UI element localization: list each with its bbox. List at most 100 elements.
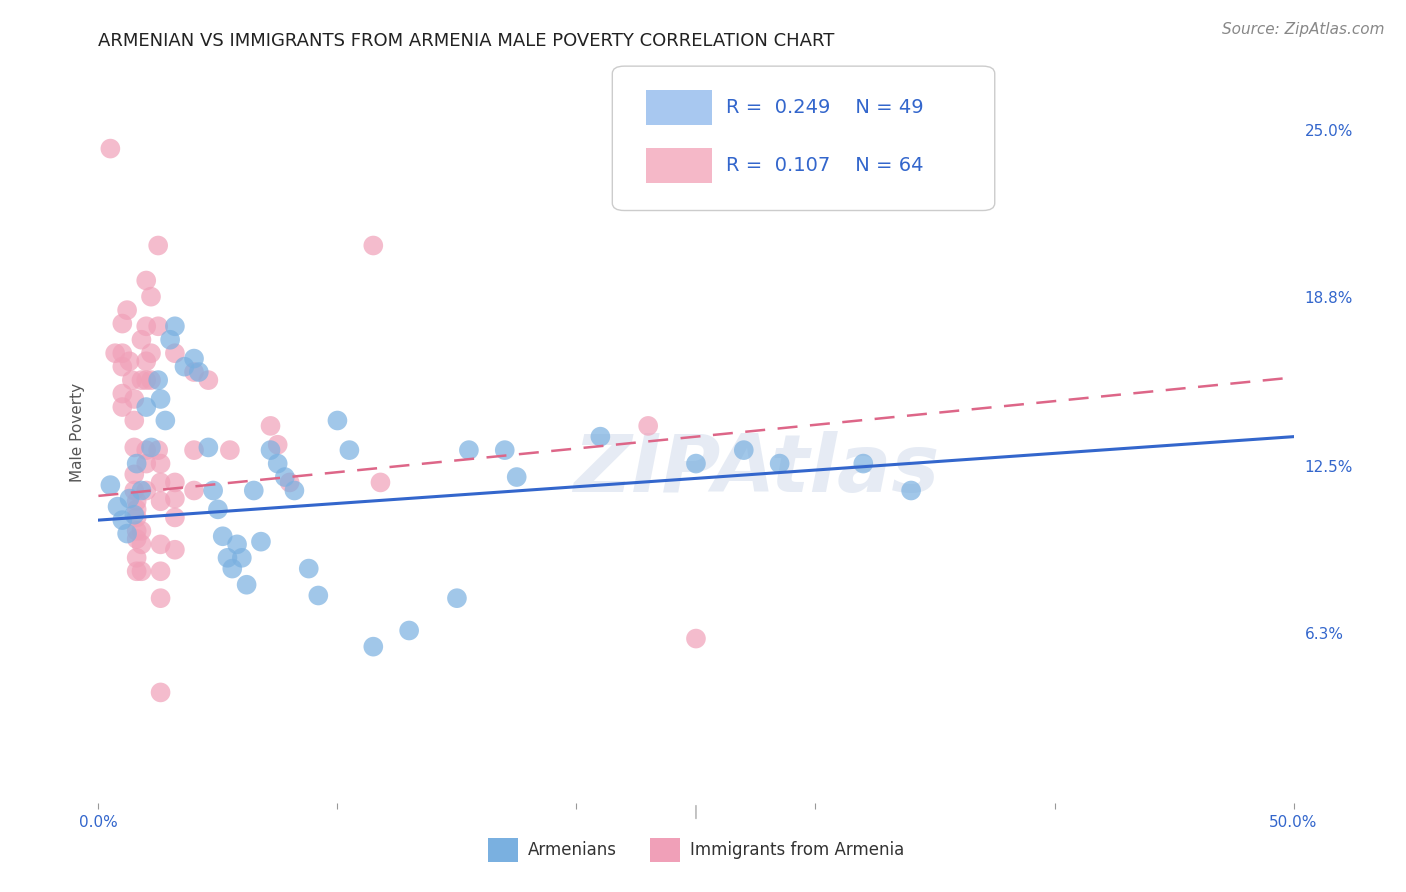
Point — [149, 685, 172, 699]
Point — [267, 457, 290, 471]
Text: R =  0.107    N = 64: R = 0.107 N = 64 — [725, 156, 924, 175]
Point — [163, 542, 186, 557]
Point — [125, 494, 148, 508]
Point — [104, 346, 127, 360]
Point — [235, 578, 257, 592]
Point — [183, 443, 205, 458]
Point — [506, 470, 529, 484]
Point — [124, 441, 146, 455]
Point — [135, 273, 157, 287]
Text: ZIPAtlas: ZIPAtlas — [572, 431, 939, 508]
Point — [125, 502, 148, 516]
Point — [226, 537, 249, 551]
Point — [149, 564, 172, 578]
Point — [494, 443, 516, 458]
Point — [283, 483, 305, 498]
Point — [131, 333, 153, 347]
Point — [98, 142, 122, 156]
Point — [307, 589, 329, 603]
Point — [339, 443, 361, 458]
Point — [685, 457, 707, 471]
Point — [197, 441, 219, 455]
Point — [231, 550, 253, 565]
Point — [125, 564, 148, 578]
Point — [685, 632, 707, 646]
Point — [183, 351, 205, 366]
Point — [363, 238, 385, 252]
Point — [115, 526, 138, 541]
Point — [125, 457, 148, 471]
Point — [221, 561, 243, 575]
Point — [121, 373, 143, 387]
Text: ARMENIAN VS IMMIGRANTS FROM ARMENIA MALE POVERTY CORRELATION CHART: ARMENIAN VS IMMIGRANTS FROM ARMENIA MALE… — [98, 32, 835, 50]
Point — [183, 365, 205, 379]
Point — [259, 443, 281, 458]
Point — [163, 319, 186, 334]
Point — [900, 483, 922, 498]
Point — [148, 373, 170, 387]
Point — [149, 457, 172, 471]
Point — [183, 483, 205, 498]
Point — [852, 457, 875, 471]
Point — [118, 491, 141, 506]
Point — [326, 413, 349, 427]
FancyBboxPatch shape — [613, 66, 995, 211]
Point — [446, 591, 468, 606]
Point — [149, 537, 172, 551]
Point — [131, 537, 153, 551]
Point — [135, 483, 157, 498]
Point — [131, 524, 153, 538]
Point — [125, 532, 148, 546]
Point — [398, 624, 420, 638]
Point — [135, 443, 157, 458]
Point — [363, 640, 385, 654]
Point — [267, 438, 290, 452]
FancyBboxPatch shape — [645, 147, 711, 183]
Point — [135, 400, 157, 414]
Point — [733, 443, 755, 458]
Point — [274, 470, 297, 484]
Point — [98, 478, 122, 492]
Point — [768, 457, 790, 471]
Point — [163, 510, 186, 524]
Point — [135, 319, 157, 334]
Y-axis label: Male Poverty: Male Poverty — [69, 383, 84, 483]
Point — [135, 457, 157, 471]
Point — [163, 491, 186, 506]
Point — [278, 475, 301, 490]
Point — [139, 441, 162, 455]
Point — [111, 400, 134, 414]
Point — [259, 418, 281, 433]
Point — [111, 346, 134, 360]
Point — [589, 430, 612, 444]
Point — [148, 238, 170, 252]
Point — [148, 443, 170, 458]
Point — [458, 443, 481, 458]
Point — [173, 359, 195, 374]
Text: R =  0.249    N = 49: R = 0.249 N = 49 — [725, 98, 924, 117]
Point — [202, 483, 225, 498]
Point — [124, 392, 146, 406]
Point — [159, 333, 181, 347]
Point — [124, 483, 146, 498]
Point — [118, 354, 141, 368]
Point — [197, 373, 219, 387]
Point — [139, 346, 162, 360]
Point — [149, 494, 172, 508]
Point — [111, 513, 134, 527]
Point — [135, 354, 157, 368]
Point — [124, 467, 146, 482]
Point — [125, 510, 148, 524]
Point — [155, 413, 177, 427]
Point — [111, 359, 134, 374]
Point — [211, 529, 233, 543]
Point — [207, 502, 229, 516]
Point — [125, 524, 148, 538]
Point — [124, 413, 146, 427]
Point — [124, 508, 146, 522]
FancyBboxPatch shape — [645, 90, 711, 126]
Point — [163, 346, 186, 360]
Point — [637, 418, 659, 433]
Point — [111, 317, 134, 331]
Point — [217, 550, 239, 565]
